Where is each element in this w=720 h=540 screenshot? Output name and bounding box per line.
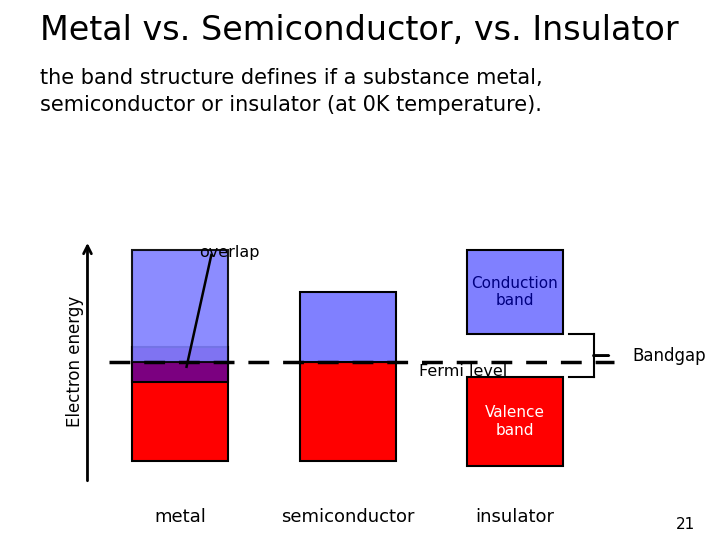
Text: 21: 21 bbox=[675, 517, 695, 532]
Text: Metal vs. Semiconductor, vs. Insulator: Metal vs. Semiconductor, vs. Insulator bbox=[40, 14, 678, 46]
Text: insulator: insulator bbox=[475, 508, 554, 526]
Text: Electron energy: Electron energy bbox=[66, 296, 84, 428]
Text: the band structure defines if a substance metal,
semiconductor or insulator (at : the band structure defines if a substanc… bbox=[40, 68, 542, 114]
Text: overlap: overlap bbox=[199, 245, 259, 260]
Bar bbox=[467, 377, 563, 466]
Bar bbox=[132, 362, 228, 461]
Text: Conduction
band: Conduction band bbox=[472, 276, 558, 308]
Bar bbox=[132, 347, 228, 382]
Text: metal: metal bbox=[154, 508, 207, 526]
Bar bbox=[300, 362, 395, 461]
Bar bbox=[300, 292, 395, 362]
Text: Fermi level: Fermi level bbox=[419, 364, 507, 379]
Text: Bandgap: Bandgap bbox=[632, 347, 706, 364]
Text: Valence
band: Valence band bbox=[485, 405, 545, 437]
Text: semiconductor: semiconductor bbox=[281, 508, 414, 526]
Bar bbox=[132, 250, 228, 362]
Bar bbox=[467, 250, 563, 334]
